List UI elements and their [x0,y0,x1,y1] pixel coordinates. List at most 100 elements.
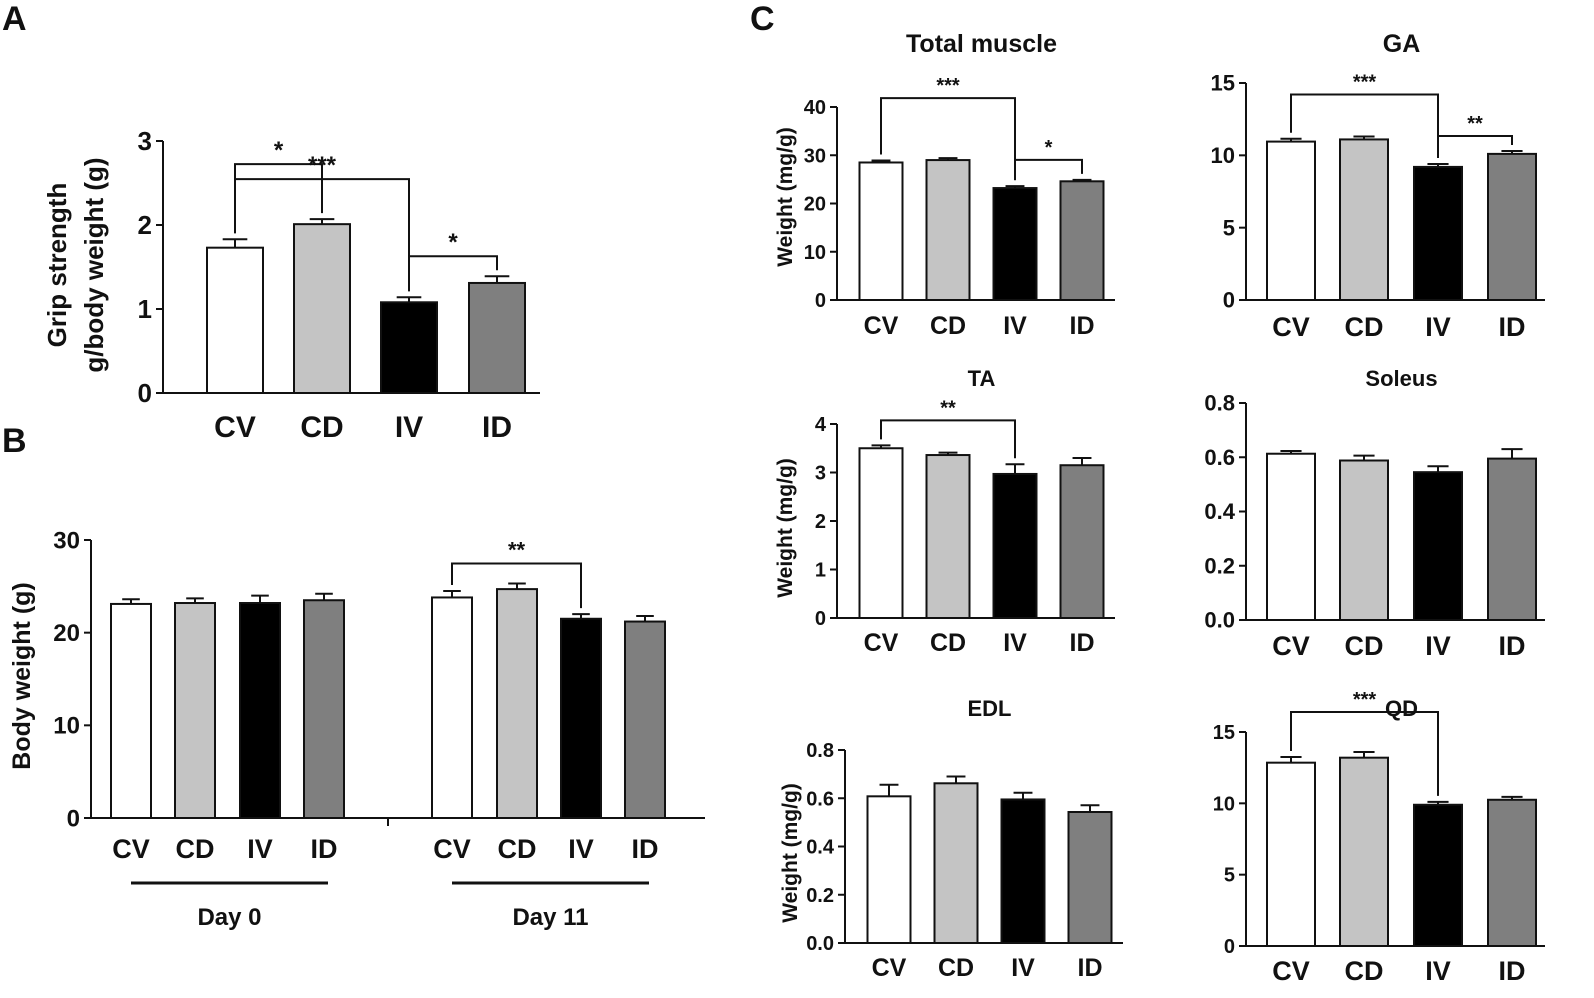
x-tick-label: CV [1272,631,1310,661]
x-tick-label: CV [872,954,907,982]
y-tick-label: 30 [804,145,826,167]
y-tick-label: 15 [1213,722,1235,744]
x-tick-label: ID [1499,631,1526,661]
chart-c-qd: 0 5 10 15 CV CD IV ID QD *** [1213,689,1545,986]
x-tick-label: ID [1499,956,1526,986]
charts-container: 0 1 2 3 CV CD IV ID Grip strength g/body weight (… [8,30,1545,986]
chart-title: Total muscle [906,30,1057,58]
x-tick-label: CV [864,312,899,340]
y-tick-label: 0 [815,608,826,630]
bar-iv [1413,471,1463,622]
bar-iv [560,617,602,819]
chart-title: GA [1383,30,1421,58]
chart-b: 0 10 20 30 CV CD IV ID Day 0 CV CD IV ID Day 11 ** Body… [8,527,705,931]
significance-label: ** [940,397,956,419]
bar-id [1487,457,1537,622]
y-tick-label: 0.0 [1204,608,1235,633]
y-tick-label: 0.8 [806,740,834,762]
bar-id [1487,798,1537,947]
y-tick-label: 40 [804,97,826,119]
x-tick-label: ID [1070,312,1095,340]
y-tick-label: 0.4 [806,837,835,859]
y-tick-label: 20 [804,194,826,216]
y-tick-label: 1 [138,294,152,324]
y-axis-label: Body weight (g) [8,582,36,769]
x-tick-label: IV [247,834,273,864]
x-tick-label: IV [1003,629,1027,657]
y-tick-label: 1 [815,560,826,582]
x-tick-label: CV [1272,956,1310,986]
bar-cd [174,602,216,819]
y-axis-label: Grip strength [42,183,72,348]
group-day-0: CV CD IV ID Day 0 [110,592,345,931]
bar-id [1067,811,1113,944]
chart-c-total: 0 10 20 30 40 CV CD IV ID Weight (mg/g) Total musc… [774,30,1115,340]
x-tick-label: CD [1345,631,1384,661]
significance-label: *** [308,152,337,179]
bar-cv [110,602,152,819]
x-tick-label: CV [112,834,150,864]
panel-label-c: C [750,0,775,38]
y-tick-label: 2 [138,210,152,240]
bar-iv [1413,803,1463,948]
y-tick-label: 10 [1213,793,1235,815]
y-tick-label: 3 [138,126,152,156]
x-tick-label: CV [1272,312,1310,342]
bar-id [303,599,345,819]
significance-bracket [880,419,1016,459]
bar-cd [925,454,971,620]
bar-cd [496,588,538,820]
chart-c-soleus: 0.0 0.2 0.4 0.6 0.8 CV CD IV ID Soleus [1204,366,1545,661]
y-tick-label: 20 [53,620,80,647]
chart-title: Soleus [1365,366,1437,391]
bar-cv [206,246,264,394]
y-tick-label: 0 [1224,936,1235,958]
bar-cv [1266,452,1316,621]
y-axis-label: Weight (mg/g) [774,458,797,598]
x-tick-label: ID [1070,629,1095,657]
y-axis-label: Weight (mg/g) [774,127,797,267]
bar-iv [992,187,1038,301]
x-tick-label: CD [1345,312,1384,342]
y-tick-label: 0.2 [1204,553,1235,578]
bar-cd [1339,756,1389,947]
bar-iv [992,472,1038,619]
x-tick-label: CV [864,629,899,657]
x-tick-label: CV [433,834,471,864]
x-tick-label: CD [300,411,343,444]
significance-bracket [1290,93,1439,159]
y-tick-label: 10 [53,713,80,740]
y-tick-label: 0 [815,290,826,312]
y-tick-label: 30 [53,527,80,554]
bar-cv [1266,140,1316,301]
bar-id [1487,152,1537,301]
y-tick-label: 15 [1211,71,1235,96]
bar-cv [858,447,904,619]
bar-cd [293,223,351,394]
chart-title: EDL [968,696,1012,721]
bar-iv [380,301,438,394]
significance-label: * [448,229,458,256]
y-tick-label: 0.6 [806,788,834,810]
bar-id [1059,464,1105,619]
y-tick-label: 0 [1223,288,1235,313]
significance-bracket [1437,134,1513,159]
x-tick-label: ID [1499,312,1526,342]
chart-title: TA [968,366,996,391]
bar-cv [431,596,473,819]
x-tick-label: ID [1078,954,1103,982]
bar-cv [858,161,904,301]
chart-c-edl: 0.0 0.2 0.4 0.6 0.8 CV CD IV ID Weight (mg/g) EDL [779,696,1123,982]
bar-iv [239,602,281,819]
y-tick-label: 5 [1224,865,1235,887]
y-tick-label: 0.2 [806,885,834,907]
significance-label: ** [1467,113,1483,135]
significance-bracket [1014,158,1083,181]
significance-bracket [234,178,410,292]
bar-iv [1000,798,1046,944]
bar-id [624,620,666,820]
x-tick-label: ID [482,411,512,444]
x-tick-label: CD [498,834,537,864]
x-tick-label: ID [311,834,338,864]
